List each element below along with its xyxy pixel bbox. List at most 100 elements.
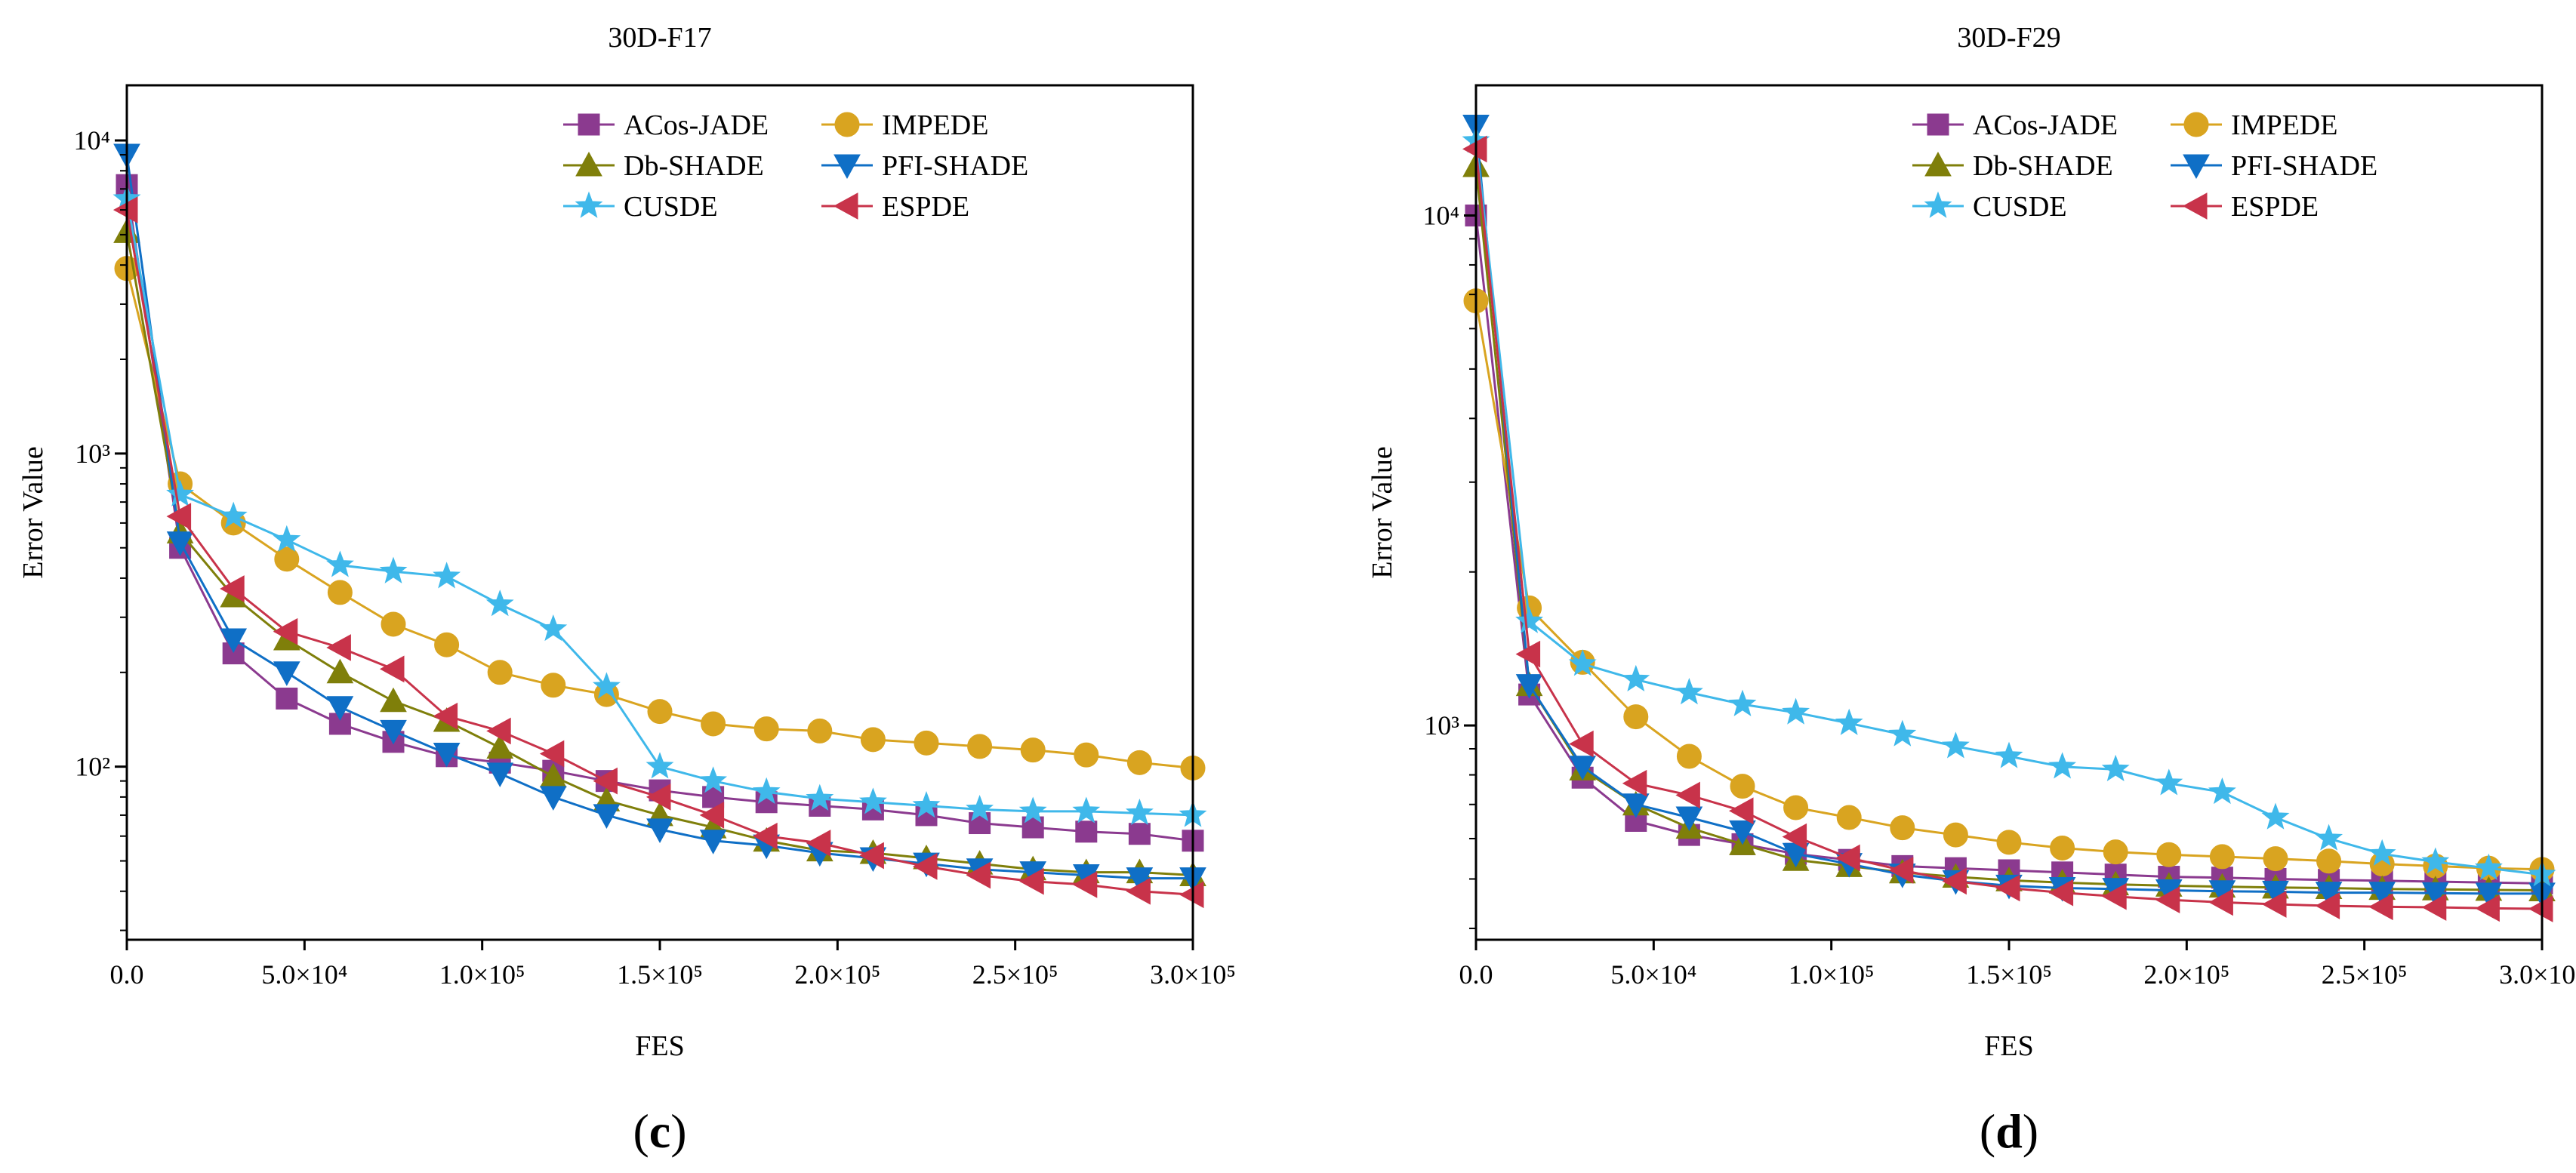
y-tick-label: 10⁴ xyxy=(1422,200,1459,230)
data-point xyxy=(1569,756,1597,780)
data-point xyxy=(1675,806,1703,832)
data-point xyxy=(1515,674,1543,699)
data-point xyxy=(753,822,778,850)
series-db-shade xyxy=(1462,152,2556,902)
x-tick-label: 5.0×10⁴ xyxy=(1610,959,1696,990)
x-tick-label: 1.0×10⁵ xyxy=(1789,959,1875,990)
data-point xyxy=(273,525,301,552)
data-point xyxy=(1019,867,1044,895)
legend-label: PFI-SHADE xyxy=(2231,150,2377,182)
data-point xyxy=(914,730,939,756)
data-point xyxy=(2315,892,2340,919)
legend-item-db-shade: Db-SHADE xyxy=(1912,150,2113,182)
data-point xyxy=(1125,798,1154,826)
data-point xyxy=(380,687,407,713)
x-tick-label: 1.5×10⁵ xyxy=(1966,959,2052,990)
data-point xyxy=(1675,781,1700,809)
panel-label-close: ) xyxy=(670,1104,686,1158)
data-point xyxy=(1943,822,1968,848)
data-point xyxy=(1126,867,1154,892)
data-point xyxy=(969,812,991,835)
legend-label: ESPDE xyxy=(2231,191,2319,223)
data-point xyxy=(2050,835,2075,861)
legend-label: Db-SHADE xyxy=(624,150,764,182)
x-tick-label: 2.0×10⁵ xyxy=(2143,959,2229,990)
data-point xyxy=(1728,689,1757,716)
data-point xyxy=(486,734,514,759)
data-point xyxy=(2208,888,2233,916)
legend-marker xyxy=(833,192,858,220)
data-point xyxy=(326,658,354,684)
data-point xyxy=(1622,664,1650,692)
data-point xyxy=(1622,793,1650,818)
data-point xyxy=(1995,874,2020,902)
data-point xyxy=(966,794,994,822)
series-acos-jade xyxy=(1465,204,2553,894)
data-point xyxy=(2421,847,2450,874)
data-point xyxy=(2368,882,2396,907)
y-tick-label: 10³ xyxy=(75,439,110,469)
legend-item-pfi-shade: PFI-SHADE xyxy=(2171,150,2377,182)
data-point xyxy=(539,740,565,768)
data-point xyxy=(646,752,674,779)
data-point xyxy=(2474,853,2503,880)
x-tick-label: 2.0×10⁵ xyxy=(794,959,880,990)
legend-item-pfi-shade: PFI-SHADE xyxy=(821,150,1028,182)
x-axis-label: FES xyxy=(1984,1030,2033,1062)
legend-label: IMPEDE xyxy=(2231,109,2337,141)
legend-item-impede: IMPEDE xyxy=(821,109,988,141)
data-point xyxy=(2315,882,2343,907)
series-cusde xyxy=(1462,126,2556,887)
x-tick-label: 2.5×10⁵ xyxy=(2322,959,2408,990)
legend-label: ACos-JADE xyxy=(624,109,769,141)
legend-label: ESPDE xyxy=(882,191,969,223)
data-point xyxy=(220,575,245,602)
legend-marker xyxy=(1924,151,1952,177)
legend-label: PFI-SHADE xyxy=(882,150,1028,182)
data-point xyxy=(2263,846,2288,872)
data-point xyxy=(381,611,406,637)
data-point xyxy=(2102,882,2127,910)
data-point xyxy=(379,556,408,583)
x-tick-label: 0.0 xyxy=(1459,959,1493,990)
data-point xyxy=(646,818,673,843)
data-point xyxy=(1128,823,1151,845)
x-tick-label: 2.5×10⁵ xyxy=(972,959,1058,990)
data-point xyxy=(807,718,833,744)
panel-label-letter: c xyxy=(649,1104,670,1158)
data-point xyxy=(1888,719,1917,747)
panel-label-open: ( xyxy=(1980,1104,1995,1158)
chart-title: 30D-F17 xyxy=(608,22,711,54)
legend-marker xyxy=(834,112,860,137)
x-tick-label: 3.0×10⁵ xyxy=(1150,959,1236,990)
data-point xyxy=(859,842,884,870)
panel-label-open: ( xyxy=(633,1104,649,1158)
legend-label: IMPEDE xyxy=(882,109,988,141)
data-point xyxy=(166,531,194,556)
panel-label-letter: d xyxy=(1995,1104,2023,1158)
x-tick-label: 1.0×10⁵ xyxy=(439,959,525,990)
data-point xyxy=(2315,824,2343,851)
data-point xyxy=(539,786,567,811)
data-point xyxy=(2316,848,2342,874)
legend-item-espde: ESPDE xyxy=(821,191,969,223)
data-point xyxy=(2155,886,2180,913)
data-point xyxy=(2421,894,2447,921)
data-point xyxy=(1995,741,2023,768)
data-point xyxy=(541,673,566,698)
data-point xyxy=(701,711,726,737)
data-point xyxy=(1730,774,1755,799)
data-point xyxy=(433,743,461,768)
data-point xyxy=(1941,731,1970,759)
data-point xyxy=(967,734,993,759)
panel-label-close: ) xyxy=(2023,1104,2038,1158)
data-point xyxy=(1622,769,1647,797)
series-impede xyxy=(114,256,1206,780)
data-point xyxy=(1836,805,1862,830)
data-point xyxy=(2155,768,2183,796)
x-tick-label: 3.0×10⁵ xyxy=(2499,959,2576,990)
y-axis-label: Error Value xyxy=(17,446,49,579)
data-point xyxy=(2209,844,2235,870)
legend-marker xyxy=(578,113,600,136)
data-point xyxy=(753,716,779,742)
